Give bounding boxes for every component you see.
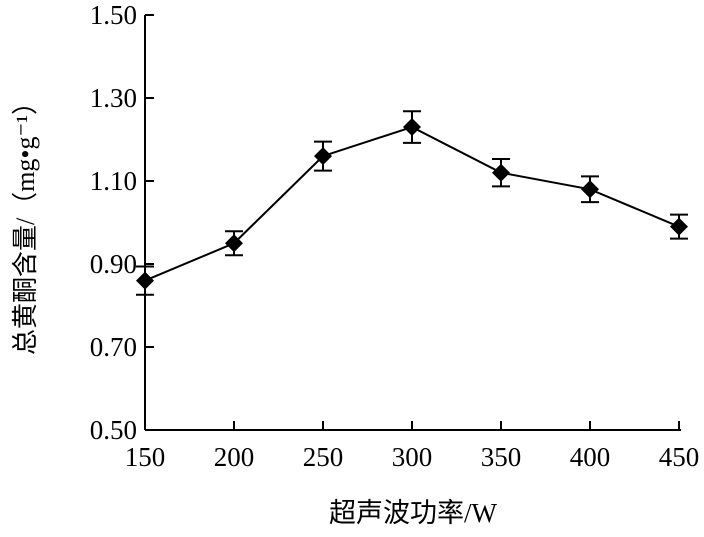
y-tick-label: 0.70 <box>90 332 137 362</box>
x-tick-label: 150 <box>125 442 166 472</box>
data-point-diamond <box>314 147 332 166</box>
x-tick-label: 250 <box>303 442 344 472</box>
series-line <box>144 125 680 282</box>
y-tick-label: 1.50 <box>90 0 137 30</box>
tick-labels: 0.50 0.70 0.90 1.10 1.30 1.50 150 200 250 300 350 4… <box>90 0 700 472</box>
y-tick-label: 0.90 <box>90 249 137 279</box>
data-point-diamond <box>581 180 599 199</box>
y-tick-label: 0.50 <box>90 415 137 445</box>
y-tick-label: 1.10 <box>90 166 137 196</box>
x-tick-label: 200 <box>214 442 255 472</box>
x-tick-label: 400 <box>570 442 611 472</box>
x-tick-label: 450 <box>659 442 700 472</box>
y-tick-label: 1.30 <box>90 83 137 113</box>
data-point-diamond <box>670 217 688 236</box>
x-tick-label: 300 <box>392 442 433 472</box>
axes <box>144 14 681 431</box>
data-point-diamond <box>492 163 510 182</box>
series-total-flavonoids <box>136 110 688 296</box>
data-point-diamond <box>403 118 421 137</box>
data-point-diamond <box>225 234 243 253</box>
y-axis-label: 总黄酮含量/（mg•g⁻¹） <box>11 89 40 355</box>
x-tick-label: 350 <box>481 442 522 472</box>
data-point-diamond <box>136 271 154 290</box>
x-axis-label: 超声波功率/W <box>329 498 498 528</box>
